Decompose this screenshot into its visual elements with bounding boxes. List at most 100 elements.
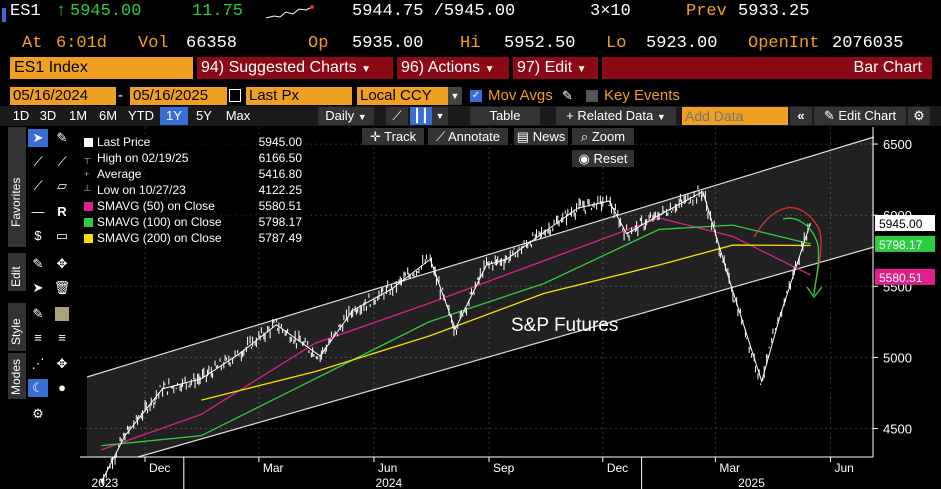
mov-avgs-checkbox[interactable]: ✓ xyxy=(470,90,482,102)
period-button-1m[interactable]: 1M xyxy=(64,107,92,125)
settings-gear-icon[interactable]: ⚙ xyxy=(32,406,44,421)
frequency-select[interactable]: Daily ▼ xyxy=(318,107,374,125)
pencil-icon[interactable]: ✎ xyxy=(562,88,573,103)
line-style-icon[interactable]: ≡ xyxy=(34,330,42,345)
select-icon[interactable]: ➤ xyxy=(32,280,44,295)
track-label: Track xyxy=(384,129,417,144)
bar-chart-icon[interactable]: ┃┃ xyxy=(410,107,432,125)
style-tab-label: Style xyxy=(9,318,23,345)
end-date-input[interactable]: 05/16/2025 xyxy=(130,87,227,105)
rectangle-tool-icon[interactable]: ▭ xyxy=(55,228,69,243)
edit-menu[interactable]: 97) Edit ▼ xyxy=(513,57,598,79)
hline-tool-icon[interactable]: — xyxy=(31,204,45,219)
channel-fill xyxy=(87,137,874,457)
annotate-button[interactable]: ⟋ Annotate xyxy=(428,128,508,145)
edit-label: 97) Edit xyxy=(517,59,573,76)
edit-tab[interactable]: Edit xyxy=(8,253,26,291)
y-tick-label: 5000 xyxy=(883,350,912,365)
oi-label: OpenInt xyxy=(748,34,820,53)
legend-swatch xyxy=(84,138,93,148)
dropdown-arrow-icon: ▼ xyxy=(484,64,495,75)
period-button-max[interactable]: Max xyxy=(220,107,256,125)
legend-value: 5945.00 xyxy=(258,135,302,149)
period-button-5y[interactable]: 5Y xyxy=(190,107,218,125)
reset-button[interactable]: ◉ Reset xyxy=(572,150,634,167)
trash-icon[interactable]: 🗑 xyxy=(53,280,71,295)
line-tool-icon[interactable]: ⟋ xyxy=(33,154,43,169)
legend-value: 4122.25 xyxy=(258,183,302,197)
x-year-label: 2023 xyxy=(92,476,119,489)
cursor-icon[interactable]: ➤ xyxy=(28,129,48,147)
legend-value: 5787.49 xyxy=(258,231,302,245)
related-data-button[interactable]: + Related Data ▼ xyxy=(556,107,676,125)
zoom-icon: ⌕ xyxy=(580,129,589,144)
period-button-ytd[interactable]: YTD xyxy=(124,107,158,125)
add-data-input-box[interactable] xyxy=(682,107,788,125)
segment-tool-icon[interactable]: ⟋ xyxy=(33,178,43,193)
pointer-mode-icon[interactable]: ✥ xyxy=(56,356,68,371)
at-value: 6:01d xyxy=(56,34,108,53)
collapse-icon[interactable]: « xyxy=(790,107,812,125)
crosshair-mode-icon[interactable]: ⋰ xyxy=(31,356,45,371)
modes-tab[interactable]: Modes xyxy=(8,353,26,399)
period-button-1y[interactable]: 1Y xyxy=(160,107,188,125)
fib-tool-icon[interactable]: $ xyxy=(34,228,42,243)
line-chart-icon[interactable]: ⟋ xyxy=(386,107,408,125)
vol-label: Vol xyxy=(138,34,169,53)
key-events-checkbox[interactable] xyxy=(586,90,598,102)
period-button-1d[interactable]: 1D xyxy=(10,107,32,125)
suggested-charts-menu[interactable]: 94) Suggested Charts ▼ xyxy=(197,57,393,79)
price-tag-label: 5945.00 xyxy=(879,217,923,231)
lo-value: 5923.00 xyxy=(646,34,718,53)
currency-select[interactable]: Local CCY xyxy=(357,87,449,105)
legend-label: SMAVG (100) on Close xyxy=(97,215,222,229)
magnet-mode-icon[interactable]: ☾ xyxy=(28,379,48,397)
news-button[interactable]: ▤ News xyxy=(514,128,568,145)
gear-icon[interactable]: ⚙ xyxy=(908,107,930,125)
favorites-tab[interactable]: Favorites xyxy=(8,127,26,247)
text-style-icon[interactable]: ✎ xyxy=(32,306,44,321)
add-data-input[interactable] xyxy=(682,107,788,125)
price-chart[interactable]: 65006000550050004500DecMarJunSepDecMarJu… xyxy=(78,127,941,489)
legend-row: SMAVG (50) on Close 5580.51 xyxy=(84,198,306,214)
field-select[interactable]: Last Px xyxy=(246,87,352,105)
period-button-3d[interactable]: 3D xyxy=(34,107,62,125)
actions-menu[interactable]: 96) Actions ▼ xyxy=(397,57,509,79)
trend-channel xyxy=(86,136,875,458)
price-tag-bg xyxy=(875,268,935,285)
color-swatch-icon[interactable] xyxy=(55,307,69,321)
ray-tool-icon[interactable]: ⟋ xyxy=(57,154,67,169)
multicolor-mode-icon[interactable]: ● xyxy=(58,380,66,395)
channel-tool-icon[interactable]: ▱ xyxy=(57,178,67,193)
edit-chart-button[interactable]: ✎ Edit Chart xyxy=(814,107,906,125)
table-button[interactable]: Table xyxy=(470,107,540,125)
annotate-label: Annotate xyxy=(447,129,501,144)
calendar-icon[interactable] xyxy=(229,89,241,102)
start-date-input[interactable]: 05/16/2024 xyxy=(10,87,116,105)
legend-value: 5580.51 xyxy=(258,199,302,213)
x-tick-label: Sep xyxy=(493,461,515,475)
zoom-button[interactable]: ⌕ Zoom xyxy=(572,128,634,145)
legend-label: SMAVG (50) on Close xyxy=(97,199,215,213)
pencil-tool-icon[interactable]: ✎ xyxy=(56,130,68,145)
chart-type-dropdown-icon[interactable]: ▼ xyxy=(432,107,448,125)
menu-bar: ES1 Index 94) Suggested Charts ▼ 96) Act… xyxy=(0,57,941,79)
green-forecast-curve xyxy=(782,217,820,296)
track-button[interactable]: ✛ Track xyxy=(362,128,424,145)
price-tag-label: 5580.51 xyxy=(879,271,923,285)
pencil-icon: ✎ xyxy=(823,108,835,123)
series-smavg-50- xyxy=(101,217,811,451)
legend-value: 5416.80 xyxy=(258,167,302,181)
period-button-6m[interactable]: 6M xyxy=(94,107,122,125)
move-icon[interactable]: ✥ xyxy=(56,256,68,271)
edit-tab-label: Edit xyxy=(9,266,23,287)
style-tab[interactable]: Style xyxy=(8,303,26,351)
line-weight-icon[interactable]: ≡ xyxy=(58,330,66,345)
legend-swatch xyxy=(84,234,93,244)
retracement-tool-icon[interactable]: R xyxy=(57,204,67,219)
draw-tool-icon[interactable]: ✎ xyxy=(32,256,44,271)
key-events-label: Key Events xyxy=(604,87,680,104)
security-field[interactable]: ES1 Index xyxy=(10,57,193,79)
currency-dropdown-icon[interactable]: ▼ xyxy=(448,87,462,105)
x-tick-label: Jun xyxy=(834,461,853,475)
